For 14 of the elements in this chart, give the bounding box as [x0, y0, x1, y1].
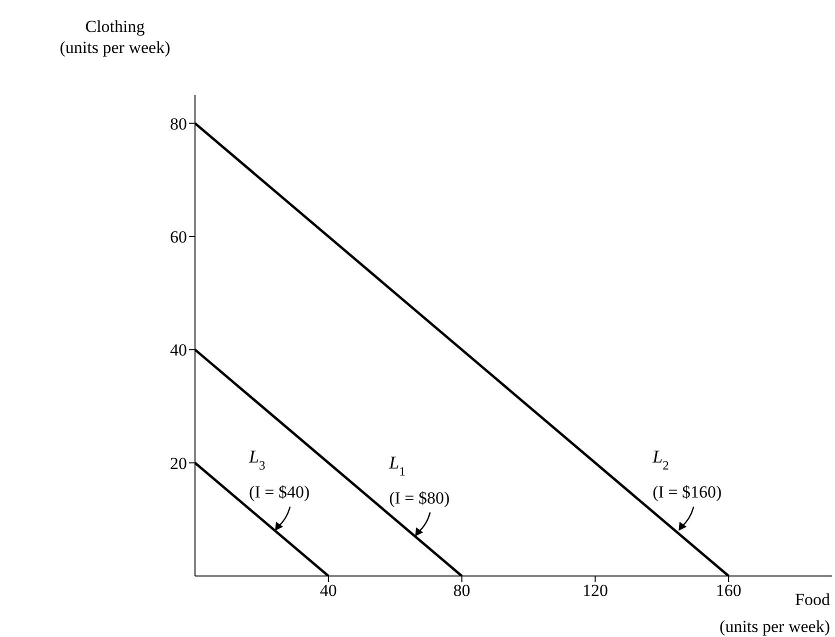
series-label: L$_{1}$: [388, 452, 406, 478]
y-axis-title: Clothing (units per week): [60, 17, 170, 57]
x-tick-label: 80: [453, 581, 470, 600]
annotation: (I = $40): [249, 482, 310, 502]
series-label: L$_{3}$: [248, 446, 266, 473]
x-tick-label: 40: [320, 581, 337, 600]
series-label: L$_{2}$: [652, 446, 669, 473]
y-tick-label: 20: [170, 454, 187, 473]
x-tick-label: 120: [582, 581, 608, 600]
y-tick-label: 60: [170, 228, 187, 247]
annotation: (I = $80): [389, 488, 450, 508]
annotation: (I = $160): [652, 482, 722, 502]
y-tick-label: 80: [170, 114, 187, 134]
y-tick-label: 40: [170, 340, 187, 360]
